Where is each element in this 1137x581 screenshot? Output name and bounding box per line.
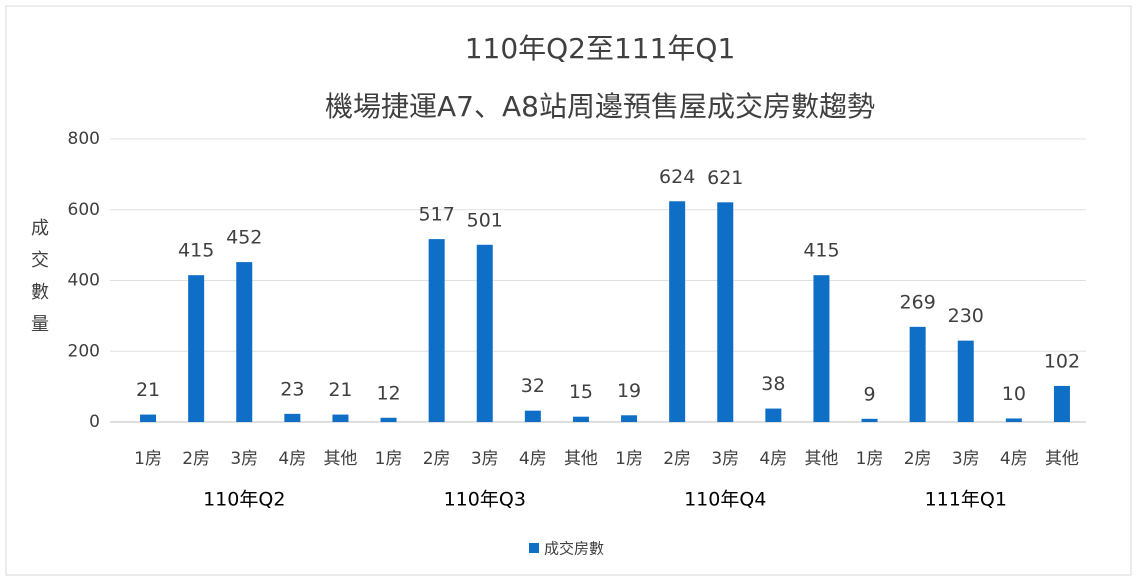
bar bbox=[188, 275, 205, 422]
data-label: 21 bbox=[328, 379, 352, 401]
data-label: 415 bbox=[178, 240, 214, 262]
x-tick-label: 3房 bbox=[230, 449, 258, 469]
data-label: 38 bbox=[761, 373, 785, 395]
x-tick-label: 其他 bbox=[564, 449, 598, 469]
x-tick-label: 4房 bbox=[759, 449, 787, 469]
bar bbox=[861, 418, 878, 422]
data-label: 10 bbox=[1002, 383, 1026, 405]
bar bbox=[380, 417, 397, 422]
bar bbox=[957, 340, 974, 422]
bar bbox=[284, 413, 301, 422]
bar bbox=[669, 201, 686, 422]
bar bbox=[1005, 418, 1022, 422]
bar bbox=[524, 410, 541, 422]
x-tick-label: 1房 bbox=[856, 449, 884, 469]
x-tick-label: 2房 bbox=[423, 449, 451, 469]
group-label: 110年Q4 bbox=[684, 489, 766, 511]
x-tick-label: 1房 bbox=[615, 449, 643, 469]
x-tick-label: 3房 bbox=[711, 449, 739, 469]
x-tick-label: 2房 bbox=[663, 449, 691, 469]
bar bbox=[717, 202, 734, 422]
bar bbox=[621, 415, 638, 422]
group-label: 110年Q2 bbox=[203, 489, 285, 511]
x-tick-label: 其他 bbox=[323, 449, 357, 469]
bar bbox=[813, 275, 830, 422]
group-label: 110年Q3 bbox=[444, 489, 526, 511]
data-label: 517 bbox=[419, 204, 455, 226]
legend-swatch bbox=[529, 543, 539, 553]
bar bbox=[428, 239, 445, 422]
chart-title: 110年Q2至111年Q1 bbox=[465, 32, 736, 65]
data-label: 9 bbox=[864, 383, 876, 405]
y-tick-label: 200 bbox=[68, 341, 100, 361]
bar bbox=[765, 408, 782, 422]
x-tick-label: 其他 bbox=[1045, 449, 1079, 469]
x-tick-label: 3房 bbox=[471, 449, 499, 469]
x-tick-label: 2房 bbox=[904, 449, 932, 469]
bar bbox=[909, 326, 926, 422]
x-tick-label: 2房 bbox=[182, 449, 210, 469]
x-tick-label: 4房 bbox=[1000, 449, 1028, 469]
data-label: 12 bbox=[376, 382, 400, 404]
data-label: 102 bbox=[1044, 350, 1080, 372]
data-label: 621 bbox=[707, 167, 743, 189]
x-tick-label: 4房 bbox=[278, 449, 306, 469]
data-label: 19 bbox=[617, 380, 641, 402]
data-label: 501 bbox=[467, 209, 503, 231]
x-tick-label: 4房 bbox=[519, 449, 547, 469]
x-tick-label: 3房 bbox=[952, 449, 980, 469]
data-label: 415 bbox=[803, 240, 839, 262]
y-axis-title: 成交數量 bbox=[28, 218, 49, 346]
bar bbox=[572, 416, 589, 422]
y-tick-label: 600 bbox=[68, 200, 100, 220]
legend-label: 成交房數 bbox=[544, 540, 604, 558]
y-tick-label: 800 bbox=[68, 129, 100, 149]
x-tick-label: 其他 bbox=[804, 449, 838, 469]
data-label: 21 bbox=[136, 379, 160, 401]
bar bbox=[140, 414, 157, 422]
data-label: 15 bbox=[569, 381, 593, 403]
x-tick-label: 1房 bbox=[134, 449, 162, 469]
bar bbox=[236, 262, 253, 422]
chart-subtitle: 機場捷運A7、A8站周邊預售屋成交房數趨勢 bbox=[325, 90, 875, 123]
bar bbox=[476, 244, 493, 422]
data-label: 230 bbox=[948, 305, 984, 327]
data-label: 452 bbox=[226, 227, 262, 249]
group-label: 111年Q1 bbox=[925, 489, 1007, 511]
x-tick-label: 1房 bbox=[375, 449, 403, 469]
bar bbox=[332, 414, 349, 422]
y-tick-label: 0 bbox=[89, 412, 100, 432]
data-label: 624 bbox=[659, 166, 695, 188]
data-label: 32 bbox=[521, 375, 545, 397]
y-tick-label: 400 bbox=[68, 271, 100, 291]
data-label: 269 bbox=[900, 291, 936, 313]
data-label: 23 bbox=[280, 378, 304, 400]
bar bbox=[1053, 385, 1070, 422]
